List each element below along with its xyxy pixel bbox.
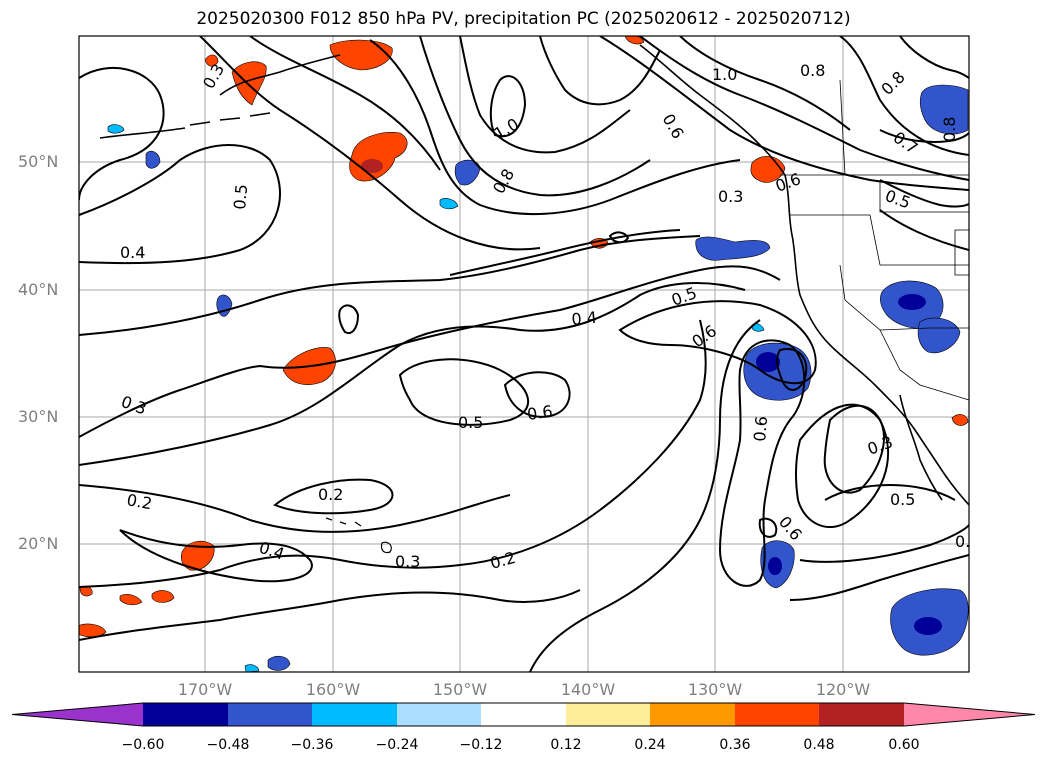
lat-label: 30°N	[18, 407, 59, 426]
contour-label: 0.6	[750, 415, 771, 442]
map-background	[79, 36, 969, 672]
lat-label: 40°N	[18, 280, 59, 299]
precip-negative	[107, 84, 969, 672]
contour-label: 0.2	[318, 485, 343, 504]
colorbar-tick: 0.60	[888, 737, 920, 753]
map-frame	[78, 35, 970, 673]
colorbar-tick: −0.24	[375, 737, 419, 753]
colorbar-segment	[650, 703, 735, 726]
lon-label: 140°W	[560, 680, 616, 699]
colorbar-tick: 0.36	[719, 737, 751, 753]
contour-label: 0.5	[458, 413, 483, 432]
coastlines	[99, 44, 969, 506]
colorbar-segment	[735, 703, 819, 726]
colorbar-extend-high	[904, 703, 1035, 726]
pv-contours	[79, 36, 969, 672]
contour-label: 0.3	[718, 187, 743, 206]
contour-label: 0.5	[955, 532, 980, 551]
colorbar-tick: −0.12	[459, 737, 503, 753]
contour-label: 0.6	[526, 402, 554, 424]
colorbar-extend-low	[12, 703, 143, 726]
map-panel: 0.3 0.5 0.4 0.3 0.2 0.2 0.4 0.3 0.2 0.4 …	[79, 36, 980, 672]
contour-label: 0.3	[395, 552, 420, 571]
colorbar	[11, 702, 1036, 727]
lat-label: 20°N	[18, 534, 59, 553]
borders	[780, 79, 969, 401]
colorbar-tick: 0.48	[803, 737, 835, 753]
contour-label: 0.8	[800, 61, 825, 80]
colorbar-tick: 0.24	[634, 737, 666, 753]
contour-label: 1.0	[712, 65, 737, 84]
colorbar-tick: −0.48	[206, 737, 250, 753]
contour-label: 0.4	[571, 308, 598, 329]
lon-label: 120°W	[815, 680, 871, 699]
lon-label: 170°W	[177, 680, 233, 699]
colorbar-tick: −0.60	[121, 737, 165, 753]
colorbar-segment	[143, 703, 228, 726]
contour-label: 0.4	[120, 243, 145, 262]
colorbar-segment	[312, 703, 397, 726]
colorbar-segment	[481, 703, 566, 726]
colorbar-segment	[228, 703, 312, 726]
colorbar-tick: 0.12	[550, 737, 582, 753]
contour-label: 0.2	[125, 490, 153, 513]
colorbar-segment	[397, 703, 481, 726]
lon-label: 130°W	[687, 680, 743, 699]
colorbar-segment	[819, 703, 904, 726]
lon-label: 160°W	[305, 680, 361, 699]
map-title: 2025020300 F012 850 hPa PV, precipitatio…	[196, 9, 851, 29]
colorbar-tick: −0.36	[290, 737, 334, 753]
colorbar-outline	[11, 702, 1036, 727]
contour-label: 0.5	[230, 183, 251, 210]
colorbar-segment	[566, 703, 650, 726]
lon-label: 150°W	[432, 680, 488, 699]
lat-label: 50°N	[18, 152, 59, 171]
contour-label: 0.8	[940, 117, 959, 142]
contour-label: 0.5	[890, 490, 915, 509]
hawaii-islands	[325, 517, 392, 554]
